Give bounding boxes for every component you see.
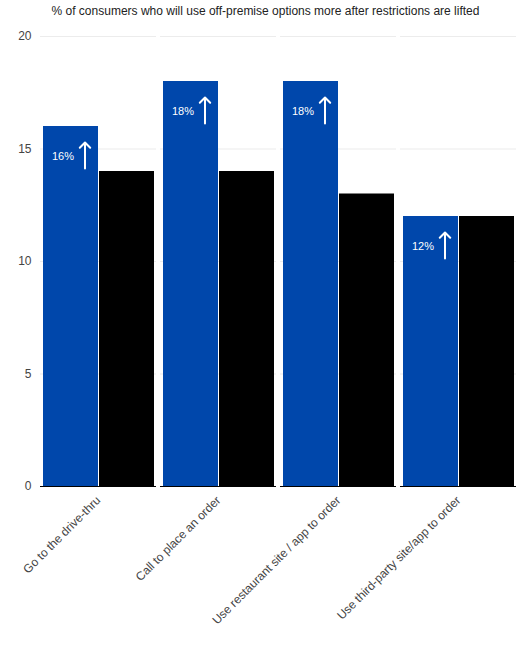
svg-text:Use restaurant site / app to o: Use restaurant site / app to order — [209, 493, 343, 627]
html-text:% of consumers who will use of: % of consumers who will use off-premise … — [51, 4, 480, 18]
svg-text:15: 15 — [18, 142, 32, 156]
svg-text:Go to the drive-thru: Go to the drive-thru — [20, 493, 103, 576]
svg-text:12%: 12% — [412, 240, 434, 252]
svg-text:18%: 18% — [292, 105, 314, 117]
svg-text:10: 10 — [18, 254, 32, 268]
svg-text:18%: 18% — [172, 105, 194, 117]
svg-text:5: 5 — [25, 367, 32, 381]
svg-text:16%: 16% — [52, 150, 74, 162]
svg-text:Call to place an order: Call to place an order — [133, 493, 224, 584]
svg-text:Use third-party site/app to or: Use third-party site/app to order — [334, 493, 463, 622]
svg-text:0: 0 — [25, 479, 32, 493]
svg-text:20: 20 — [18, 29, 32, 43]
